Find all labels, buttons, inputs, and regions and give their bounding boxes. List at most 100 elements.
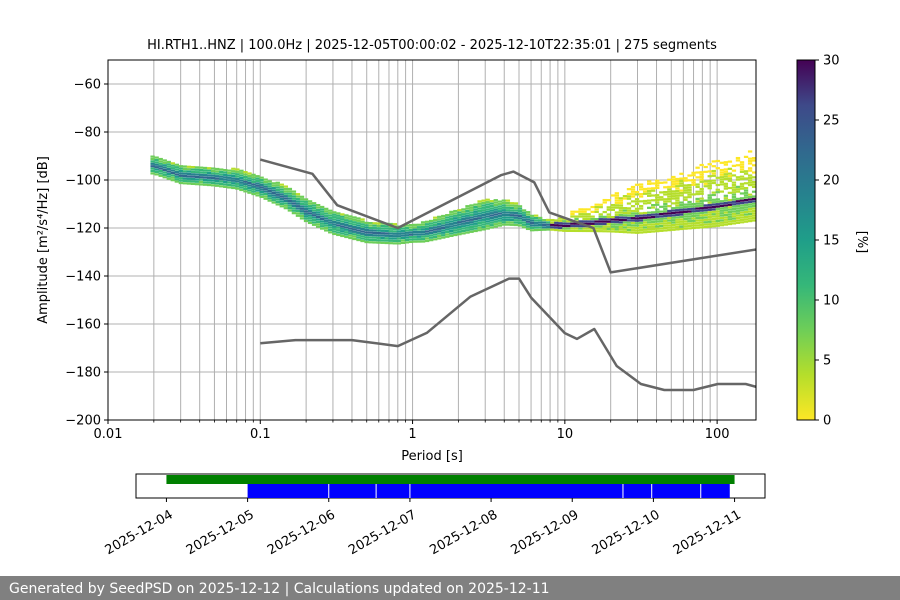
heatmap-cell — [655, 220, 660, 223]
heatmap-cell — [162, 161, 167, 164]
heatmap-cell — [497, 217, 502, 220]
heatmap-cell — [723, 206, 729, 209]
heatmap-cell — [634, 214, 640, 218]
heatmap-cell — [634, 198, 640, 201]
heatmap-cell — [525, 225, 531, 228]
heatmap-cell — [529, 226, 535, 229]
high-noise-model-line — [259, 158, 756, 274]
heatmap-cell — [735, 178, 741, 181]
heatmap-cell — [287, 207, 293, 210]
heatmap-cell — [675, 216, 680, 219]
heatmap-cell — [723, 199, 729, 202]
heatmap-cell — [380, 234, 385, 237]
date-tick-label: 2025-12-05 — [184, 507, 257, 558]
heatmap-cell — [594, 203, 599, 206]
heatmap-cell — [206, 183, 212, 187]
heatmap-cell — [352, 221, 357, 224]
heatmap-cell — [174, 170, 180, 174]
heatmap-cell — [723, 177, 729, 181]
heatmap-cell — [723, 211, 729, 214]
heatmap-cell — [206, 169, 212, 172]
heatmap-cell — [283, 207, 289, 210]
heatmap-cell — [590, 217, 595, 221]
heatmap-cell — [517, 219, 523, 222]
heatmap-cell — [307, 200, 313, 203]
heatmap-cell — [667, 217, 672, 220]
heatmap-cell — [679, 215, 684, 219]
heatmap-cell — [178, 172, 184, 175]
heatmap-cell — [638, 212, 644, 215]
heatmap-cell — [642, 187, 648, 191]
heatmap-cell — [396, 235, 402, 238]
heatmap-cell — [707, 215, 712, 219]
heatmap-cell — [630, 193, 636, 196]
heatmap-cell — [707, 199, 712, 202]
heatmap-cell — [501, 223, 507, 226]
heatmap-cell — [408, 240, 414, 244]
heatmap-cell — [671, 209, 676, 212]
heatmap-cell — [469, 228, 474, 231]
heatmap-cell — [481, 204, 486, 207]
heatmap-cell — [727, 191, 733, 194]
heatmap-cell — [509, 211, 515, 214]
heatmap-cell — [388, 227, 393, 230]
heatmap-cell — [618, 230, 624, 234]
heatmap-cell — [655, 208, 660, 211]
heatmap-cell — [687, 220, 692, 223]
heatmap-cell — [655, 182, 660, 185]
heatmap-cell — [170, 169, 175, 172]
heatmap-cell — [202, 171, 208, 174]
heatmap-cell — [420, 230, 426, 234]
heatmap-cell — [695, 176, 700, 179]
heatmap-cell — [715, 222, 720, 225]
colorbar-tick-label: 0 — [823, 414, 831, 429]
heatmap-cell — [747, 167, 753, 170]
heatmap-cell — [477, 226, 482, 229]
heatmap-cell — [671, 202, 676, 205]
heatmap-cell — [751, 171, 756, 174]
heatmap-cell — [699, 180, 704, 183]
heatmap-cell — [162, 166, 167, 169]
heatmap-cell — [630, 190, 636, 193]
heatmap-cell — [554, 224, 559, 227]
heatmap-cell — [743, 218, 749, 221]
heatmap-cell — [255, 189, 260, 192]
heatmap-cell — [566, 224, 571, 228]
heatmap-cell — [372, 222, 377, 225]
heatmap-cell — [663, 210, 668, 213]
heatmap-cell — [663, 229, 668, 232]
heatmap-cell — [279, 195, 284, 198]
heatmap-cell — [295, 212, 301, 215]
heatmap-cell — [525, 213, 531, 216]
heatmap-cell — [340, 225, 345, 228]
heatmap-cell — [267, 199, 272, 202]
heatmap-cell — [747, 150, 753, 153]
heatmap-cell — [719, 202, 725, 205]
heatmap-cell — [598, 230, 603, 233]
heatmap-cell — [683, 222, 688, 225]
heatmap-cell — [723, 170, 729, 173]
heatmap-cell — [457, 221, 462, 224]
heatmap-cell — [655, 218, 660, 221]
heatmap-cell — [324, 210, 329, 213]
heatmap-cell — [437, 227, 442, 230]
heatmap-cell — [154, 170, 159, 174]
heatmap-cell — [655, 198, 660, 202]
heatmap-cell — [570, 222, 575, 225]
heatmap-cell — [687, 217, 692, 220]
heatmap-cell — [340, 232, 345, 235]
heatmap-cell — [299, 205, 305, 208]
heatmap-cell — [295, 207, 301, 210]
heatmap-cell — [190, 182, 196, 185]
heatmap-cell — [655, 186, 660, 190]
heatmap-cell — [412, 233, 418, 236]
heatmap-cell — [360, 218, 365, 221]
date-tick-label: 2025-12-09 — [509, 507, 582, 558]
heatmap-cell — [723, 197, 729, 200]
heatmap-cell — [618, 214, 624, 217]
heatmap-cell — [493, 215, 498, 219]
heatmap-cell — [735, 197, 741, 200]
heatmap-cell — [501, 209, 507, 212]
heatmap-cell — [618, 226, 624, 229]
heatmap-cell — [731, 210, 737, 213]
